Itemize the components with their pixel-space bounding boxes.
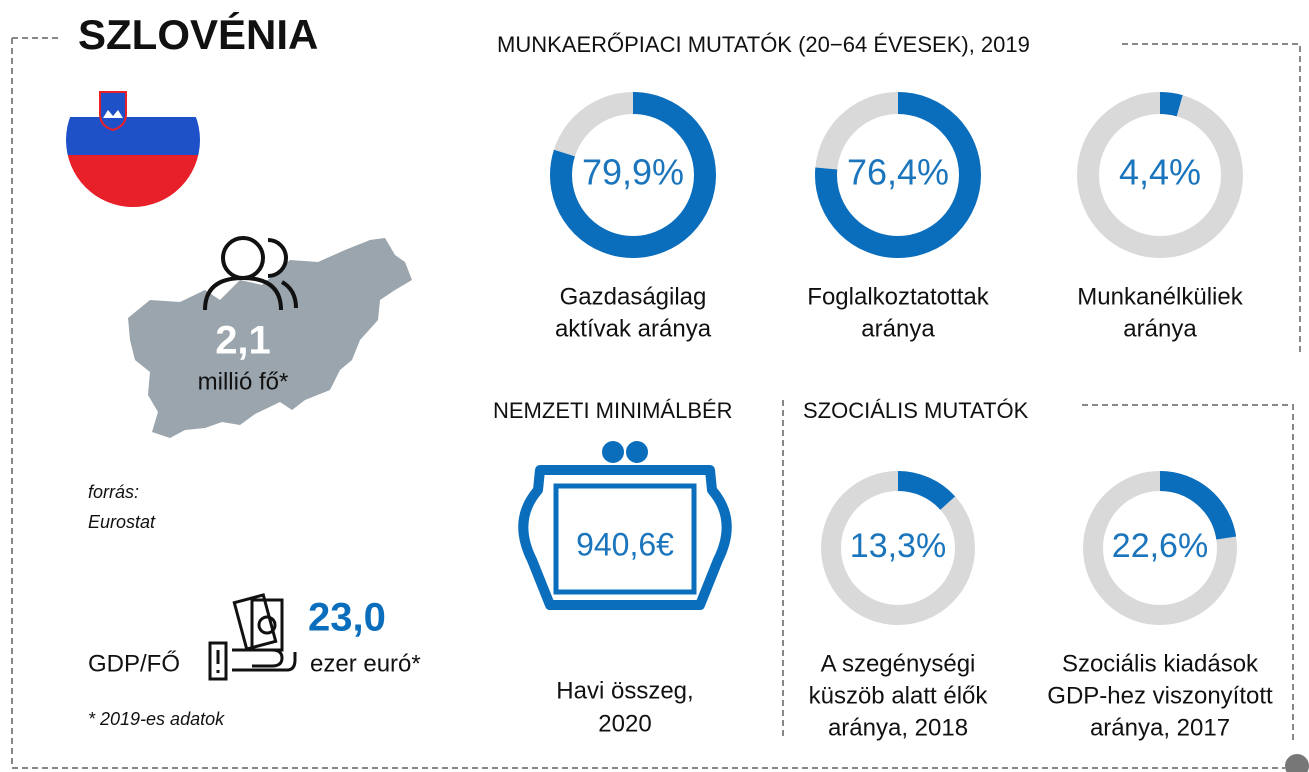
donut-label: aránya, 2018 <box>828 714 968 741</box>
population-value: 2,1 <box>215 319 271 363</box>
wage-title: NEMZETI MINIMÁLBÉR <box>493 398 733 423</box>
labour-title: MUNKAERŐPIACI MUTATÓK (20−64 ÉVESEK), 20… <box>497 32 1030 57</box>
donut-label: Gazdaságilag <box>560 283 707 310</box>
frame <box>1082 404 1294 740</box>
donut-arc <box>1077 92 1243 258</box>
donut-label: Munkanélküliek <box>1077 283 1243 310</box>
donut-value: 4,4% <box>1119 152 1201 193</box>
wallet-clasp <box>602 441 624 463</box>
footnote: * 2019-es adatok <box>88 709 225 729</box>
wage-label: Havi összeg, <box>556 677 693 704</box>
donut-value: 76,4% <box>847 152 949 193</box>
title: SZLOVÉNIA <box>78 11 318 58</box>
gdp-label: GDP/FŐ <box>88 650 180 677</box>
donut-label: GDP-hez viszonyított <box>1047 682 1273 709</box>
wage-value: 940,6€ <box>576 526 674 562</box>
donut-label: aránya, 2017 <box>1090 714 1230 741</box>
source-label: forrás: <box>88 482 139 502</box>
gdp-unit: ezer euró* <box>310 650 421 677</box>
social-title: SZOCIÁLIS MUTATÓK <box>803 398 1029 423</box>
donut-label: A szegénységi <box>821 650 976 677</box>
donut-value: 13,3% <box>850 527 946 565</box>
donut-value: 79,9% <box>582 152 684 193</box>
money-icon <box>208 593 297 681</box>
source-name: Eurostat <box>88 512 156 532</box>
donut-label: aktívak aránya <box>555 315 712 342</box>
donut-label: küszöb alatt élők <box>809 682 989 709</box>
wallet-clasp <box>626 441 648 463</box>
frame <box>11 37 1285 769</box>
donut-arc <box>821 471 975 625</box>
gdp-value: 23,0 <box>308 596 386 640</box>
donut-label: Szociális kiadások <box>1062 650 1259 677</box>
donut-label: aránya <box>861 315 935 342</box>
donut-arc <box>1083 471 1237 625</box>
corner-dot <box>1285 754 1309 772</box>
donut-value: 22,6% <box>1112 527 1208 565</box>
donut-arc <box>815 92 981 258</box>
donut-label: aránya <box>1123 315 1197 342</box>
population-unit: millió fő* <box>198 368 289 395</box>
wallet-icon <box>518 465 732 610</box>
donut-label: Foglalkoztatottak <box>807 283 989 310</box>
map <box>128 238 412 438</box>
people-icon <box>203 236 298 311</box>
donut-arc <box>550 92 716 258</box>
flag <box>66 73 200 207</box>
frame <box>1122 43 1301 355</box>
wage-label: 2020 <box>598 710 651 737</box>
